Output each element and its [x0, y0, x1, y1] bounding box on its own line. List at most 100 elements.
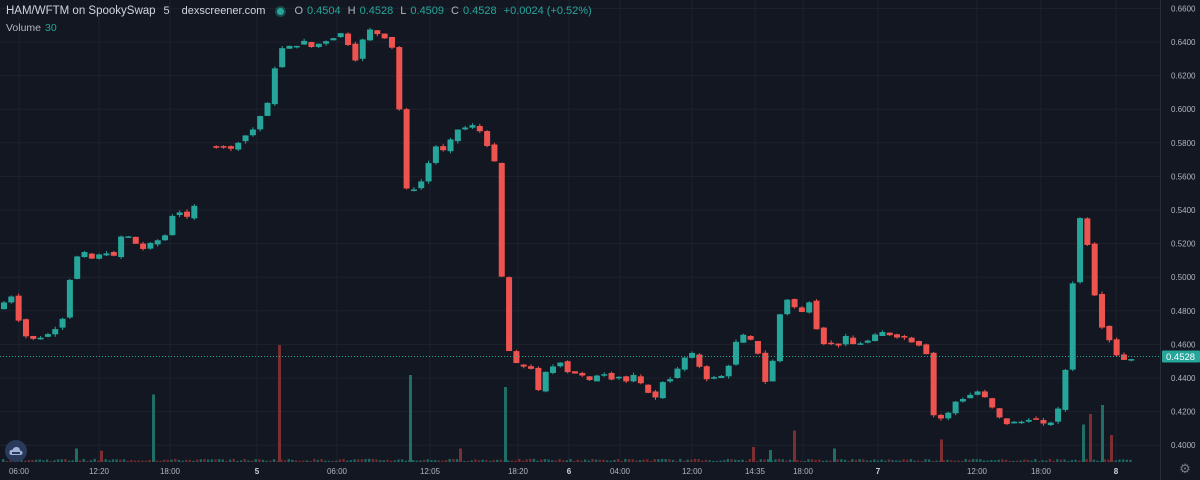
candle-body [162, 235, 169, 241]
price-axis[interactable]: 0.6600 0.6400 0.6200 0.6000 0.5800 0.5600 0.54… [1171, 4, 1196, 450]
volume-bar [1092, 459, 1096, 462]
volume-bar [1074, 459, 1077, 462]
volume-bar [1110, 435, 1113, 462]
volume-bar [591, 458, 594, 462]
volume-bar [679, 458, 682, 462]
price-axis-border [1160, 0, 1161, 480]
candle-body [110, 252, 117, 256]
candle-body [345, 33, 352, 45]
volume-bar [214, 459, 217, 462]
volume-bar [177, 459, 181, 462]
candle-body [264, 102, 271, 116]
volume-bar [236, 460, 239, 462]
volume-bar [455, 459, 459, 462]
volume-bar [188, 459, 192, 462]
candle-body [1113, 339, 1120, 356]
volume-bar [2, 459, 5, 462]
volume-bar [942, 460, 946, 462]
dexscreener-logo-icon[interactable] [5, 440, 27, 462]
volume-bar [89, 460, 93, 462]
volume-bar [940, 439, 943, 462]
candle-body [1055, 408, 1062, 422]
volume-bar [86, 460, 89, 462]
x-tick-label: 6 [567, 467, 572, 476]
volume-bar [221, 459, 224, 462]
candle-body [81, 252, 88, 258]
candle-body [857, 343, 864, 345]
volume-bar [152, 394, 155, 462]
candle-body [140, 243, 147, 249]
candle-body [169, 215, 176, 236]
candle-body [37, 337, 44, 340]
volume-bar [847, 460, 850, 462]
x-tick-label: 06:00 [9, 467, 30, 476]
time-axis[interactable]: 06:00 12:20 18:00 5 06:00 12:05 18:20 6 04:00 12:… [9, 467, 1119, 476]
candle-body [257, 116, 264, 130]
y-tick-label: 0.6600 [1171, 4, 1196, 13]
volume-bar [119, 459, 122, 462]
candle-body [967, 394, 974, 399]
volume-bar [609, 460, 612, 462]
volume-bar [547, 459, 550, 462]
volume-bar [203, 459, 206, 462]
candle-body [1099, 294, 1105, 328]
candle-body [132, 236, 139, 244]
candle-body [542, 371, 549, 392]
pair-title[interactable]: HAM/WFTM on SpookySwap [6, 5, 156, 17]
y-tick-label: 0.6400 [1171, 38, 1196, 47]
candle-body [725, 365, 732, 377]
candle-body [315, 43, 322, 48]
x-tick-label: 12:00 [967, 467, 988, 476]
candle-body [886, 332, 893, 336]
volume-bar [174, 458, 177, 462]
candle-body [396, 47, 403, 110]
volume-bar [715, 460, 719, 462]
candle-body [762, 352, 769, 382]
volume-bar [349, 460, 353, 462]
volume-bar [510, 460, 514, 462]
volume-bar [708, 460, 711, 462]
volume-bar [602, 459, 605, 462]
volume-bar [869, 460, 872, 462]
volume-bar [777, 458, 781, 462]
candle-body [176, 212, 183, 216]
volume-bar [986, 460, 989, 462]
volume-bar [463, 460, 466, 462]
x-tick-label: 18:00 [1031, 467, 1052, 476]
volume-bar [378, 460, 382, 462]
volume-bar [148, 459, 151, 462]
volume-bar [400, 459, 404, 462]
volume-bar [488, 460, 492, 462]
volume-bar [368, 458, 371, 462]
candle-body [308, 42, 315, 48]
volume-bar [170, 459, 173, 462]
volume-bar [433, 460, 437, 462]
volume-bar [338, 459, 342, 462]
volume-bar [935, 460, 938, 462]
volume-bar [668, 459, 671, 462]
volume-bar [64, 459, 67, 462]
candle-body [923, 344, 930, 355]
volume-bar [155, 460, 159, 462]
volume-bar [287, 459, 290, 462]
candle-body [59, 318, 66, 328]
volume-bar [1070, 460, 1074, 462]
volume-bar [415, 460, 418, 462]
volume-bar [712, 460, 715, 462]
y-tick-label: 0.4400 [1171, 374, 1196, 383]
y-tick-label: 0.4600 [1171, 340, 1196, 349]
volume-bar [854, 459, 858, 462]
candle-body [242, 135, 249, 142]
volume-bar [884, 460, 887, 462]
candle-body [74, 256, 81, 279]
volume-bar [426, 459, 429, 462]
candle-body [367, 29, 373, 41]
candle-body [733, 341, 739, 365]
candle-body [959, 398, 966, 402]
candle-body [235, 142, 242, 150]
candle-body [571, 371, 578, 374]
gear-icon[interactable]: ⚙ [1179, 461, 1191, 476]
interval-label[interactable]: 5 [163, 5, 170, 17]
volume-bar [979, 459, 982, 462]
